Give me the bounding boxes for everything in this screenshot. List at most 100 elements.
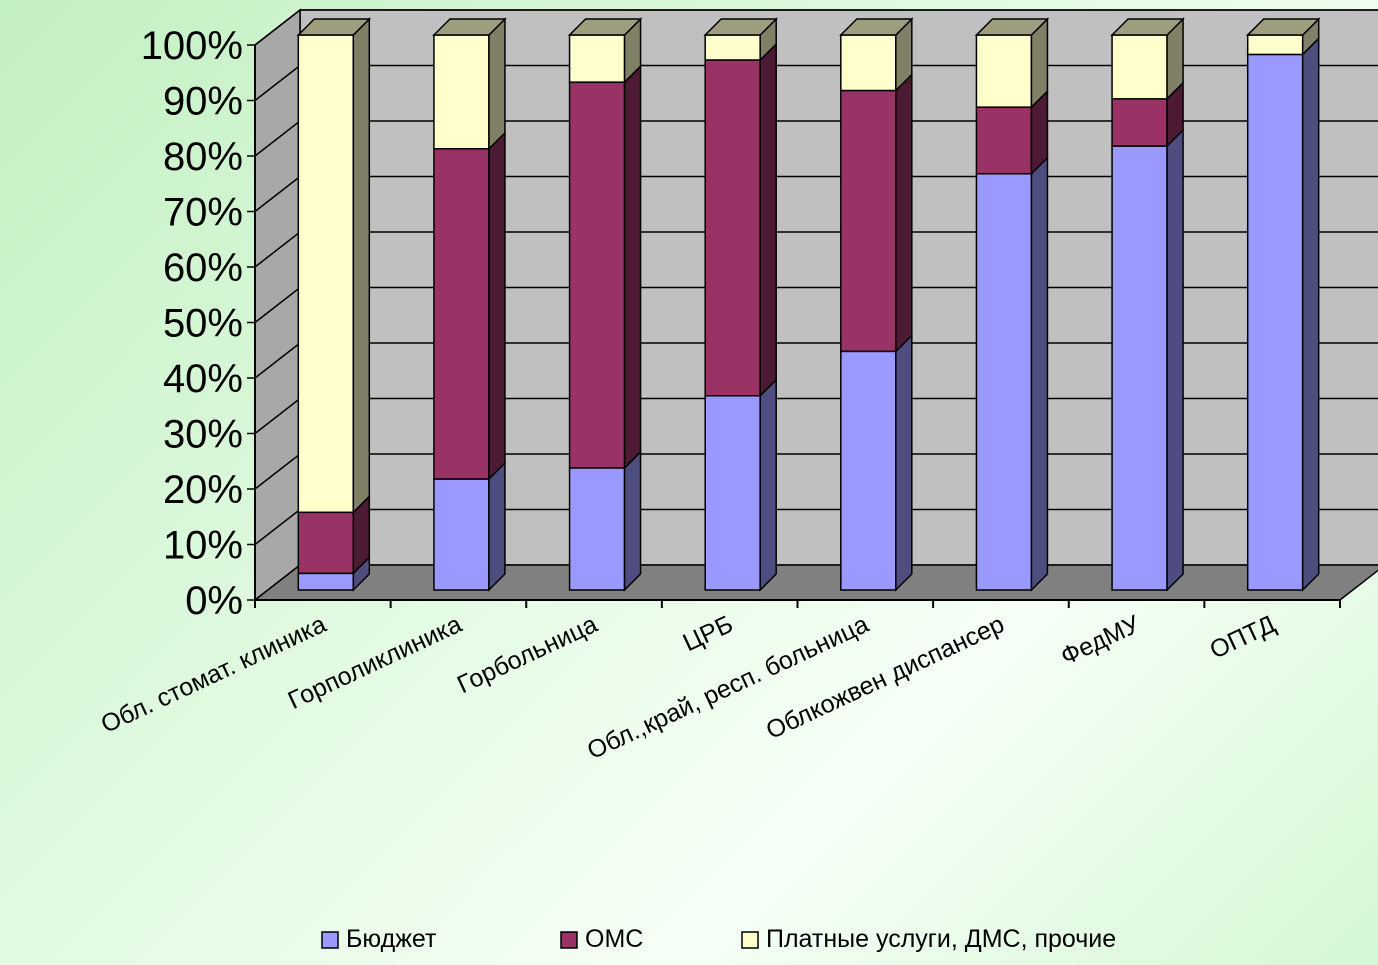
bar-segment — [704, 377, 777, 592]
y-tick-label: 20% — [163, 468, 243, 512]
bar-segment — [703, 17, 778, 62]
bar-segment — [567, 17, 643, 84]
bar-front — [975, 34, 1033, 108]
gridline — [254, 9, 1378, 46]
y-tick-label: 50% — [163, 302, 243, 346]
legend-label: Бюджет — [346, 925, 437, 953]
bar-side — [352, 17, 371, 515]
axes — [247, 44, 1341, 608]
y-tick-label: 70% — [163, 191, 243, 235]
bar-side — [488, 17, 506, 151]
bar-top — [567, 18, 643, 36]
bar-side — [759, 377, 777, 592]
bar-side — [895, 72, 913, 354]
x-tick-label: Облкожвен диспансер — [762, 610, 1009, 745]
bar-front — [568, 34, 626, 83]
bar-segment — [568, 64, 642, 470]
bar-segment — [1111, 128, 1184, 592]
bar-side — [1030, 155, 1049, 592]
legend-item: ОМС — [560, 925, 643, 953]
legend: Бюджет ОМС Платные услуги, ДМС, прочие — [321, 925, 1116, 953]
bar-front — [1246, 53, 1304, 591]
bar-front — [433, 478, 490, 591]
bar-segment — [704, 42, 777, 398]
bar-segment — [974, 17, 1050, 109]
bar-front — [1111, 34, 1168, 100]
bar-top — [296, 18, 372, 36]
bar-front — [297, 511, 355, 575]
bar-top — [703, 18, 778, 36]
y-tick-label: 30% — [163, 413, 243, 457]
x-tick-label: Обл. стомат. клиника — [97, 610, 331, 739]
bar-front — [297, 34, 355, 514]
bar-top — [839, 18, 914, 36]
bar-segment — [840, 72, 913, 354]
x-tick-label: ЦРБ — [679, 610, 738, 657]
bar-side — [895, 333, 913, 592]
floor — [252, 564, 1378, 601]
y-tick-label: 40% — [163, 357, 243, 401]
legend-swatch — [741, 931, 759, 949]
y-axis-tick-labels: 0% 10% 20% 30% 40% 50% 60% 70% 80% 90% 100% — [141, 24, 243, 623]
y-tick-label: 60% — [163, 246, 243, 290]
bar-segment — [297, 494, 371, 576]
bar-top — [1245, 18, 1321, 36]
bar-front — [297, 572, 355, 591]
bar-segment — [1110, 17, 1185, 101]
bar-segment — [433, 461, 506, 592]
bar-front — [433, 34, 490, 150]
bar-front — [1246, 34, 1304, 56]
x-tick-label: ФедМУ — [1056, 610, 1144, 671]
bar-segment — [296, 17, 372, 515]
bar-front — [568, 467, 626, 591]
chart-walls — [252, 8, 1378, 602]
bar-segment — [1246, 36, 1320, 592]
bar-front — [840, 89, 897, 353]
bar-front — [704, 395, 761, 591]
legend-swatch — [321, 931, 339, 949]
bar-front — [975, 173, 1033, 591]
bar-side — [1166, 128, 1184, 592]
bar-top — [1110, 18, 1185, 36]
y-tick-label: 100% — [141, 24, 243, 68]
bar-segment — [1111, 81, 1184, 148]
bar-front — [840, 350, 897, 591]
x-tick-label: ОПТД — [1206, 610, 1280, 664]
bar-side — [759, 42, 777, 398]
y-tick-label: 0% — [185, 579, 243, 623]
bar-side — [488, 130, 506, 481]
bar-front — [704, 59, 761, 397]
bar-front — [704, 34, 761, 61]
bar-top — [974, 18, 1050, 36]
bar-front — [1111, 145, 1168, 591]
legend-item: Платные услуги, ДМС, прочие — [741, 925, 1116, 953]
bar-side — [623, 64, 642, 470]
bars — [296, 17, 1321, 592]
bar-segment — [839, 17, 914, 93]
bar-side — [1301, 36, 1320, 592]
x-tick-label: Горбольница — [453, 610, 602, 699]
legend-swatch — [560, 931, 578, 949]
bar-side — [623, 450, 642, 592]
legend-item: Бюджет — [321, 925, 437, 953]
bar-segment — [568, 450, 642, 592]
legend-label: ОМС — [585, 925, 643, 953]
bar-segment — [975, 89, 1049, 176]
bar-front — [840, 34, 897, 92]
bar-front — [433, 148, 490, 480]
bar-side — [488, 461, 506, 592]
bar-segment — [975, 155, 1049, 592]
bar-front — [975, 106, 1033, 175]
bar-front — [1111, 98, 1168, 147]
y-tick-label: 80% — [163, 135, 243, 179]
y-tick-label: 90% — [163, 80, 243, 124]
bar-segment — [1245, 17, 1321, 57]
bar-segment — [432, 17, 507, 151]
bar-segment — [433, 130, 506, 481]
bar-top — [432, 18, 507, 36]
x-axis-tick-labels: Обл. стомат. клиникаГорполиклиникаГорбол… — [97, 610, 1280, 765]
bar-front — [568, 81, 626, 469]
bar-segment — [840, 333, 913, 592]
legend-label: Платные услуги, ДМС, прочие — [766, 925, 1116, 953]
